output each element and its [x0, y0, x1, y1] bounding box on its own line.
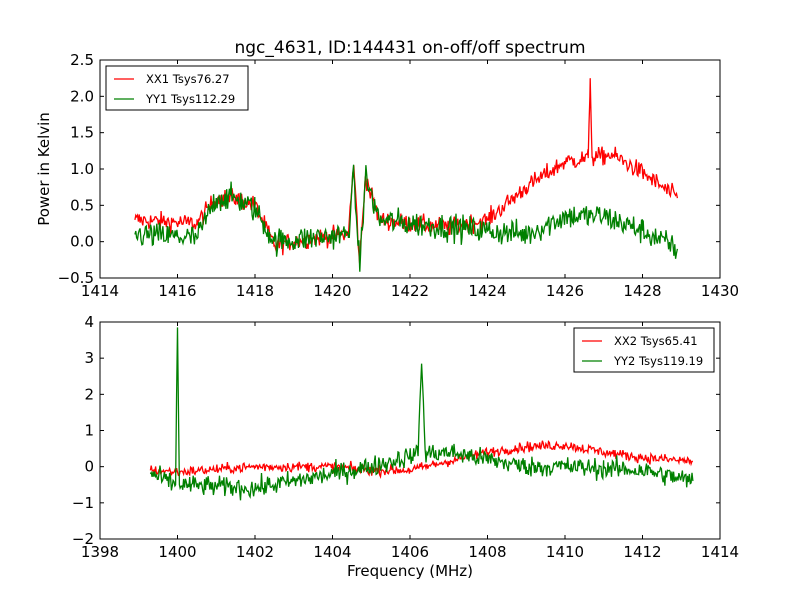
series-line-1 [149, 440, 694, 480]
legend-box [105, 65, 249, 111]
x-tick-label: 1414 [81, 282, 119, 300]
plot-2: 1398 1400 1402 1404 1406 1408 1410 1412 1414−2−1… [72, 313, 739, 561]
y-tick-label: 0 [84, 458, 94, 476]
series-line-2 [134, 164, 679, 272]
y-tick-label: 0.0 [70, 233, 94, 251]
plot-1: 1414 1416 1418 1420 1422 1424 1426 1428 1430 −0.5… [58, 51, 740, 300]
legend: XX2 Tsys65.41 YY2 Tsys119.19 [573, 327, 715, 373]
x-tick-label: 1414 [701, 543, 739, 561]
x-tick-label: 1412 [623, 543, 661, 561]
x-tick-label: 1428 [623, 282, 661, 300]
y-tick-label: 3 [84, 349, 94, 367]
legend-label: YY1 Tsys112.29 [145, 92, 235, 106]
series-line-2 [149, 327, 694, 501]
x-tick-label: 1408 [468, 543, 506, 561]
legend-label: XX1 Tsys76.27 [146, 72, 230, 86]
legend-label: YY2 Tsys119.19 [613, 354, 703, 368]
x-tick-label: 1406 [391, 543, 429, 561]
y-tick-label: −2 [72, 530, 94, 548]
y-tick-label: 2.5 [70, 51, 94, 69]
y-tick-label: 0.5 [70, 196, 94, 214]
chart-title: ngc_4631, ID:144431 on-off/off spectrum [234, 38, 585, 58]
y-tick-label: 1.0 [70, 160, 94, 178]
x-tick-label: 1398 [81, 543, 119, 561]
x-tick-label: 1422 [391, 282, 429, 300]
y-axis-label: Power in Kelvin [35, 112, 53, 226]
x-tick-label: 1404 [313, 543, 351, 561]
x-tick-label: 1400 [158, 543, 196, 561]
legend-box [573, 327, 715, 373]
legend-label: XX2 Tsys65.41 [614, 334, 698, 348]
y-tick-label: −1 [72, 494, 94, 512]
x-tick-label: 1430 [701, 282, 739, 300]
y-tick-label: 1 [84, 422, 94, 440]
x-tick-label: 1420 [313, 282, 351, 300]
y-tick-label: 2 [84, 385, 94, 403]
x-tick-label: 1418 [236, 282, 274, 300]
x-tick-label: 1426 [546, 282, 584, 300]
x-tick-label: 1424 [468, 282, 506, 300]
y-tick-label: 1.5 [70, 124, 94, 142]
legend: XX1 Tsys76.27 YY1 Tsys112.29 [105, 65, 249, 111]
y-tick-label: −0.5 [58, 269, 94, 287]
x-tick-label: 1410 [546, 543, 584, 561]
y-tick-label: 4 [84, 313, 94, 331]
y-tick-label: 2.0 [70, 87, 94, 105]
x-tick-label: 1416 [158, 282, 196, 300]
x-axis-label: Frequency (MHz) [347, 562, 473, 580]
x-tick-label: 1402 [236, 543, 274, 561]
